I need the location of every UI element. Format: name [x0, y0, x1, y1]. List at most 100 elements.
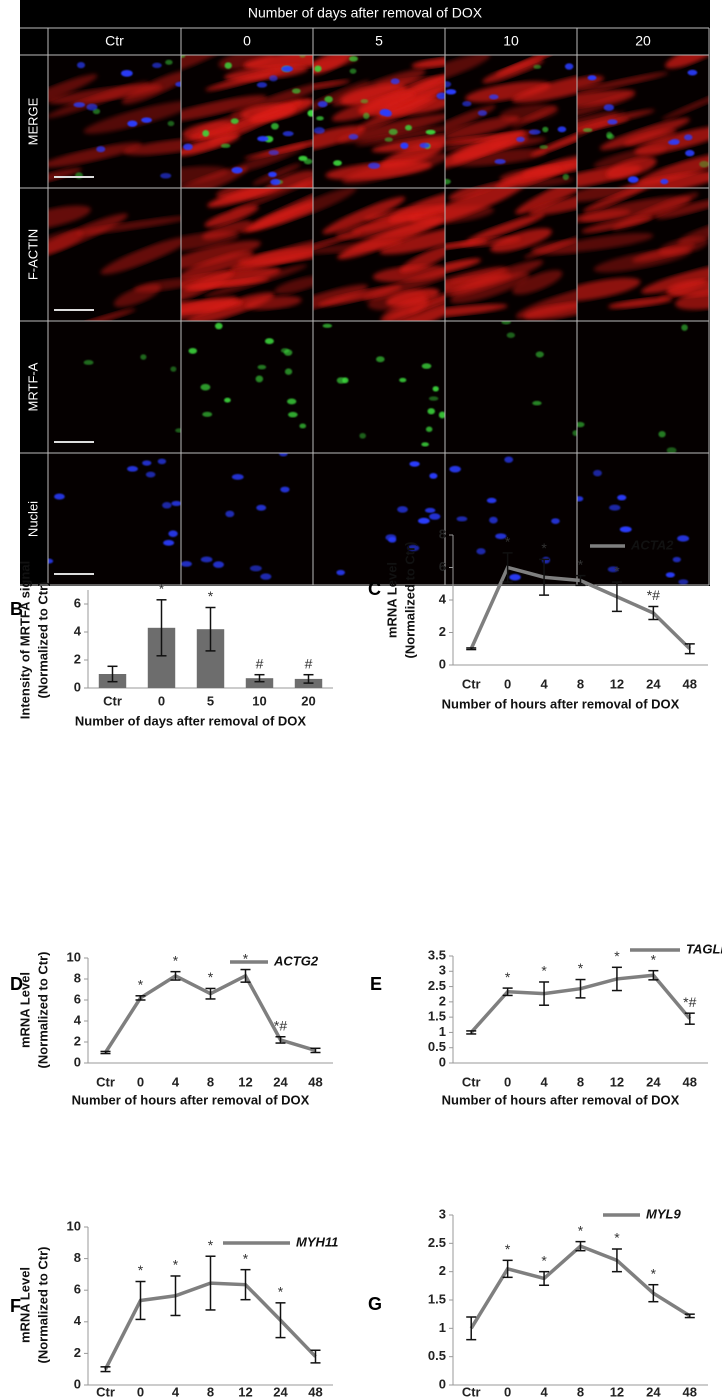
nucleus: [280, 486, 290, 493]
actin-fiber: [205, 68, 284, 91]
micrograph: [445, 453, 577, 585]
actin-fiber: [322, 196, 406, 234]
legend-label: TAGLN: [686, 941, 722, 956]
x-tick-label: 4: [172, 1384, 180, 1399]
actin-fiber: [482, 58, 544, 84]
nucleus: [436, 92, 445, 100]
nucleus: [268, 149, 279, 156]
nucleus: [368, 162, 381, 169]
annotation: *: [208, 588, 214, 604]
mrtf-signal: [181, 55, 186, 58]
annotation: *: [243, 1250, 249, 1266]
error-bar: [205, 987, 216, 1000]
nucleus: [171, 500, 181, 507]
error-bar: [466, 1030, 477, 1035]
actin-fiber: [399, 64, 445, 101]
actin-fiber: [445, 258, 482, 277]
legend-label: ACTG2: [273, 953, 319, 968]
mrtf-signal: [359, 432, 366, 439]
actin-fiber: [48, 74, 98, 109]
actin-fiber: [230, 188, 307, 213]
actin-fiber: [181, 55, 236, 76]
mrtf-signal: [666, 447, 677, 453]
nucleus: [603, 104, 615, 111]
nucleus: [564, 63, 574, 70]
mrtf-signal: [572, 430, 577, 436]
nucleus: [145, 471, 156, 478]
nucleus: [609, 504, 621, 511]
nucleus: [417, 517, 430, 524]
y-axis-label: mRNA Level: [17, 972, 32, 1048]
actin-fiber: [204, 205, 259, 228]
mrtf-signal: [257, 364, 267, 370]
nucleus: [477, 110, 488, 116]
error-bar: [575, 978, 586, 999]
micrograph: [445, 188, 577, 321]
actin-fiber: [48, 142, 143, 168]
y-tick-label: 0: [439, 1376, 446, 1391]
legend-label: MYL9: [646, 1206, 681, 1221]
annotation: *: [243, 950, 249, 966]
x-tick-label: 48: [683, 1384, 697, 1399]
actin-fiber: [655, 198, 709, 219]
y-tick-label: 4: [74, 1313, 82, 1328]
y-tick-label: 0: [439, 656, 446, 671]
x-tick-label: Ctr: [96, 1074, 115, 1089]
y-tick-label: 0: [74, 679, 81, 694]
nucleus: [121, 69, 133, 77]
mrtf-signal: [425, 129, 436, 135]
micrograph-content: [445, 321, 577, 453]
nucleus: [619, 526, 632, 533]
mrtf-signal: [425, 426, 433, 432]
legend-label: ACTA2: [630, 537, 674, 552]
micrograph: [577, 188, 709, 321]
nucleus: [249, 565, 262, 572]
x-tick-label: 0: [504, 1074, 511, 1089]
error-bar: [310, 1047, 321, 1054]
y-tick-label: 3: [439, 963, 446, 978]
nucleus: [429, 473, 438, 479]
x-tick-label: Ctr: [462, 1074, 481, 1089]
row-label: MERGE: [25, 97, 40, 145]
nucleus: [672, 556, 681, 563]
micrograph: [577, 453, 709, 585]
nucleus: [677, 535, 690, 542]
x-tick-label: 20: [301, 693, 315, 708]
y-tick-label: 4: [74, 623, 82, 638]
error-bar: [100, 1366, 111, 1373]
nucleus: [617, 494, 627, 501]
annotation: *: [505, 534, 511, 550]
y-tick-label: 2: [74, 1345, 81, 1360]
nucleus: [73, 102, 86, 108]
nucleus: [390, 78, 400, 85]
actin-fiber: [335, 215, 445, 240]
nucleus: [231, 166, 243, 174]
actin-fiber: [75, 216, 181, 235]
actin-fiber: [450, 148, 547, 167]
actin-fiber: [675, 290, 709, 310]
micrograph-content: [445, 55, 577, 188]
micrograph-content: [445, 188, 577, 321]
actin-fiber: [490, 228, 552, 253]
annotation: *: [541, 540, 547, 556]
actin-fiber: [399, 244, 445, 273]
nucleus: [670, 138, 680, 144]
error-bar: [684, 643, 695, 655]
x-tick-label: Ctr: [96, 1384, 115, 1399]
annotation: *: [578, 556, 584, 572]
annotation: *: [578, 1222, 584, 1238]
annotation: *: [614, 948, 620, 964]
y-tick-label: 6: [74, 1282, 81, 1297]
actin-fiber: [466, 213, 545, 243]
nucleus: [96, 146, 106, 153]
x-tick-label: 8: [577, 1384, 584, 1399]
mrtf-signal: [562, 173, 569, 181]
actin-fiber: [515, 188, 577, 215]
mrtf-signal: [577, 421, 585, 428]
y-tick-label: 3: [439, 1206, 446, 1221]
nucleus: [489, 516, 498, 524]
actin-fiber: [445, 304, 508, 319]
micrograph-content: [181, 321, 313, 453]
error-bar: [156, 599, 167, 657]
error-bar: [100, 1050, 111, 1055]
